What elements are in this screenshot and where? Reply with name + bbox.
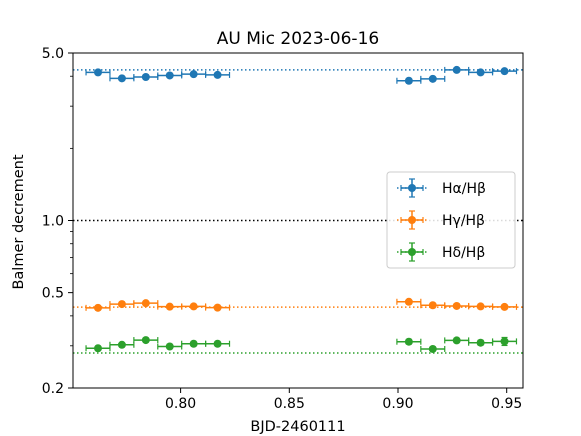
data-point xyxy=(94,303,102,312)
data-point xyxy=(500,67,509,76)
reference-lines xyxy=(73,69,523,354)
data-point xyxy=(189,302,198,311)
data-point xyxy=(452,336,461,345)
data-point xyxy=(428,74,437,83)
data-series xyxy=(85,65,518,353)
data-point xyxy=(141,73,150,82)
data-point xyxy=(94,68,102,77)
axes: 0.80 0.85 0.90 0.95 0.2 0.5 1.0 5.0 xyxy=(42,46,523,412)
data-point xyxy=(404,76,413,85)
x-tick-label: 0.95 xyxy=(491,396,522,412)
data-point xyxy=(500,337,509,346)
legend-marker xyxy=(408,248,416,256)
data-point xyxy=(476,68,485,77)
y-tick-label: 0.2 xyxy=(42,381,64,397)
data-point xyxy=(165,342,174,351)
data-point xyxy=(404,337,413,346)
data-point xyxy=(213,339,222,348)
data-point xyxy=(213,70,222,79)
series-0 xyxy=(85,65,518,85)
series-2 xyxy=(85,336,518,353)
x-axis-label: BJD-2460111 xyxy=(250,419,345,435)
x-tick-label: 0.80 xyxy=(165,396,196,412)
data-point xyxy=(165,302,174,311)
data-point xyxy=(404,297,413,306)
data-point xyxy=(452,301,461,310)
legend: Hα/Hβ Hγ/Hβ Hδ/Hβ xyxy=(386,171,516,269)
y-tick-label: 5.0 xyxy=(42,46,64,62)
data-point xyxy=(94,344,102,353)
data-point xyxy=(141,299,150,308)
data-point xyxy=(189,339,198,348)
y-axis-label: Balmer decrement xyxy=(11,154,27,289)
data-point xyxy=(500,302,509,311)
series-1 xyxy=(85,297,518,312)
legend-label: Hα/Hβ xyxy=(442,181,486,197)
data-point xyxy=(476,338,485,347)
legend-entry-2: Hδ/Hβ xyxy=(397,242,485,262)
data-point xyxy=(189,70,198,79)
data-point xyxy=(117,300,126,309)
x-tick-label: 0.90 xyxy=(382,396,413,412)
data-point xyxy=(428,301,437,310)
legend-label: Hγ/Hβ xyxy=(442,213,485,229)
y-tick-label: 1.0 xyxy=(42,214,64,230)
data-point xyxy=(428,344,437,353)
data-point xyxy=(117,340,126,349)
data-point xyxy=(213,303,222,312)
legend-entry-1: Hγ/Hβ xyxy=(397,210,485,230)
legend-entry-0: Hα/Hβ xyxy=(397,178,486,198)
y-tick-label: 0.5 xyxy=(42,286,64,302)
x-tick-label: 0.85 xyxy=(274,396,305,412)
data-point xyxy=(452,65,461,74)
legend-label: Hδ/Hβ xyxy=(442,245,485,261)
data-point xyxy=(476,302,485,311)
legend-box xyxy=(386,171,516,269)
data-point xyxy=(165,71,174,80)
chart-title: AU Mic 2023-06-16 xyxy=(217,29,379,49)
data-point xyxy=(141,336,150,345)
legend-marker xyxy=(408,184,416,192)
data-point xyxy=(117,74,126,83)
legend-marker xyxy=(408,216,416,224)
